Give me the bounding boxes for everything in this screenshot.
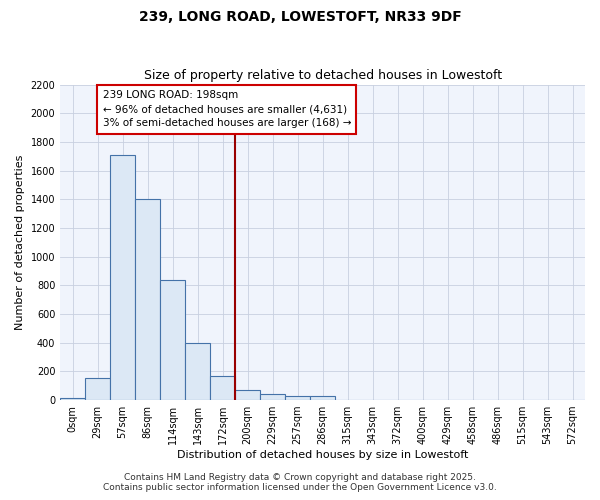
Bar bbox=[110, 155, 135, 400]
Bar bbox=[285, 396, 310, 400]
Bar bbox=[185, 342, 210, 400]
Bar bbox=[135, 200, 160, 400]
Bar bbox=[85, 378, 110, 400]
Title: Size of property relative to detached houses in Lowestoft: Size of property relative to detached ho… bbox=[143, 69, 502, 82]
Bar bbox=[235, 390, 260, 400]
Bar bbox=[310, 396, 335, 400]
Text: 239 LONG ROAD: 198sqm
← 96% of detached houses are smaller (4,631)
3% of semi-de: 239 LONG ROAD: 198sqm ← 96% of detached … bbox=[103, 90, 351, 128]
Text: 239, LONG ROAD, LOWESTOFT, NR33 9DF: 239, LONG ROAD, LOWESTOFT, NR33 9DF bbox=[139, 10, 461, 24]
Bar bbox=[160, 280, 185, 400]
Text: Contains HM Land Registry data © Crown copyright and database right 2025.
Contai: Contains HM Land Registry data © Crown c… bbox=[103, 473, 497, 492]
Bar bbox=[210, 376, 235, 400]
Bar bbox=[260, 394, 285, 400]
Bar bbox=[60, 398, 85, 400]
Y-axis label: Number of detached properties: Number of detached properties bbox=[15, 154, 25, 330]
X-axis label: Distribution of detached houses by size in Lowestoft: Distribution of detached houses by size … bbox=[177, 450, 468, 460]
